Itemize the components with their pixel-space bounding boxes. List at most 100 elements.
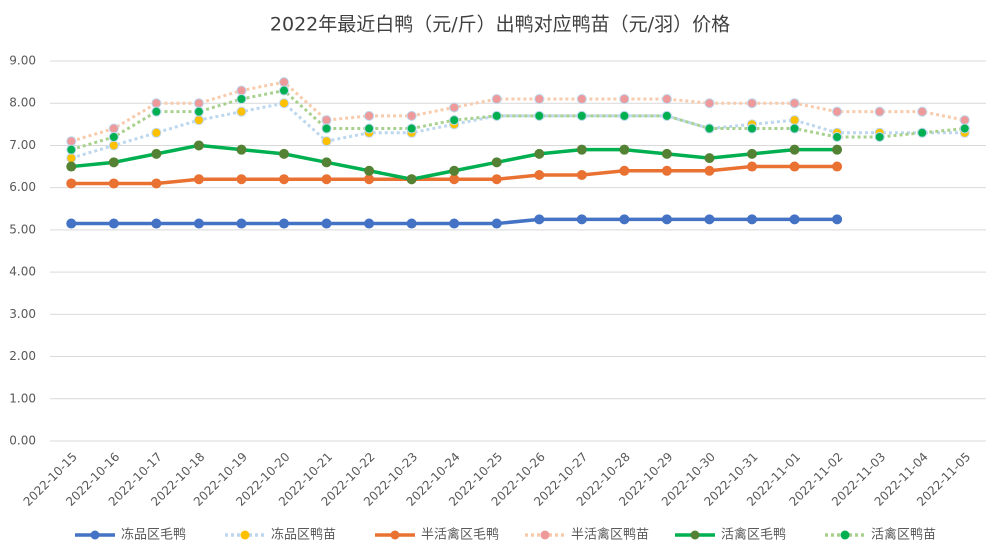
chart-title: 2022年最近白鸭（元/斤）出鸭对应鸭苗（元/羽）价格 [270, 14, 730, 36]
point [874, 106, 885, 117]
point [789, 115, 800, 126]
point [491, 218, 502, 229]
point [406, 123, 417, 134]
point [491, 174, 502, 185]
point [747, 161, 757, 172]
point [279, 85, 289, 96]
point [661, 214, 672, 225]
point [534, 170, 545, 180]
point [789, 98, 800, 109]
point [747, 148, 757, 159]
point [151, 106, 162, 117]
point [236, 85, 247, 96]
y-tick-label: 0.00 [9, 434, 36, 448]
point [619, 165, 630, 176]
point [449, 165, 460, 176]
point [747, 214, 757, 225]
point [917, 106, 928, 117]
point [151, 218, 162, 229]
point [491, 157, 502, 168]
point [619, 110, 630, 121]
point [747, 123, 757, 134]
point [619, 144, 630, 155]
y-tick-label: 8.00 [9, 96, 36, 110]
point [66, 218, 77, 229]
point [959, 115, 970, 126]
y-tick-label: 4.00 [9, 265, 36, 279]
legend-marker [690, 530, 700, 540]
y-tick-label: 3.00 [9, 307, 36, 321]
y-tick-label: 9.00 [9, 54, 36, 68]
point [534, 214, 545, 225]
point [874, 132, 885, 142]
series-line [70, 80, 966, 143]
point [747, 98, 757, 109]
point [236, 94, 247, 104]
legend-marker [90, 530, 100, 540]
point [704, 214, 715, 225]
point [959, 123, 970, 134]
point [66, 144, 77, 155]
legend-label: 冻品区鸭苗 [271, 527, 336, 543]
legend-label: 半活禽区鸭苗 [571, 527, 649, 543]
point [661, 94, 672, 104]
point [832, 161, 843, 172]
point [151, 178, 162, 189]
point [576, 94, 587, 104]
point [151, 98, 162, 109]
point [534, 110, 545, 121]
legend-marker [390, 530, 400, 540]
point [406, 110, 417, 121]
point [789, 214, 800, 225]
point [832, 132, 843, 142]
point [364, 123, 375, 134]
point [917, 127, 928, 138]
point [108, 132, 119, 142]
point [619, 94, 630, 104]
point [236, 144, 247, 155]
point [576, 170, 587, 180]
point [491, 110, 502, 121]
point [661, 165, 672, 176]
point [193, 140, 204, 151]
y-tick-label: 2.00 [9, 349, 36, 363]
point [108, 157, 119, 168]
y-tick-label: 7.00 [9, 138, 36, 152]
point [704, 98, 715, 109]
point [108, 218, 119, 229]
point [66, 161, 77, 172]
legend-label: 冻品区毛鸭 [121, 527, 186, 543]
point [236, 218, 247, 229]
point [279, 174, 289, 185]
point [364, 174, 375, 185]
point [789, 123, 800, 134]
point [832, 214, 843, 225]
legend-label: 半活禽区毛鸭 [421, 527, 499, 543]
legend-marker [540, 530, 550, 540]
legend-marker [240, 530, 250, 540]
y-tick-label: 6.00 [9, 180, 36, 194]
y-tick-label: 1.00 [9, 391, 36, 405]
point [704, 123, 715, 134]
point [193, 98, 204, 109]
point [449, 218, 460, 229]
point [108, 123, 119, 134]
y-tick-label: 5.00 [9, 222, 36, 236]
point [193, 174, 204, 185]
point [66, 136, 77, 147]
point [321, 115, 332, 126]
point [449, 115, 460, 126]
point [789, 161, 800, 172]
point [704, 165, 715, 176]
point [406, 174, 417, 185]
point [789, 144, 800, 155]
point [279, 98, 289, 109]
point [279, 148, 289, 159]
point [236, 174, 247, 185]
point [364, 218, 375, 229]
series-line [70, 88, 965, 152]
point [193, 106, 204, 117]
legend-label: 活禽区鸭苗 [871, 527, 936, 543]
